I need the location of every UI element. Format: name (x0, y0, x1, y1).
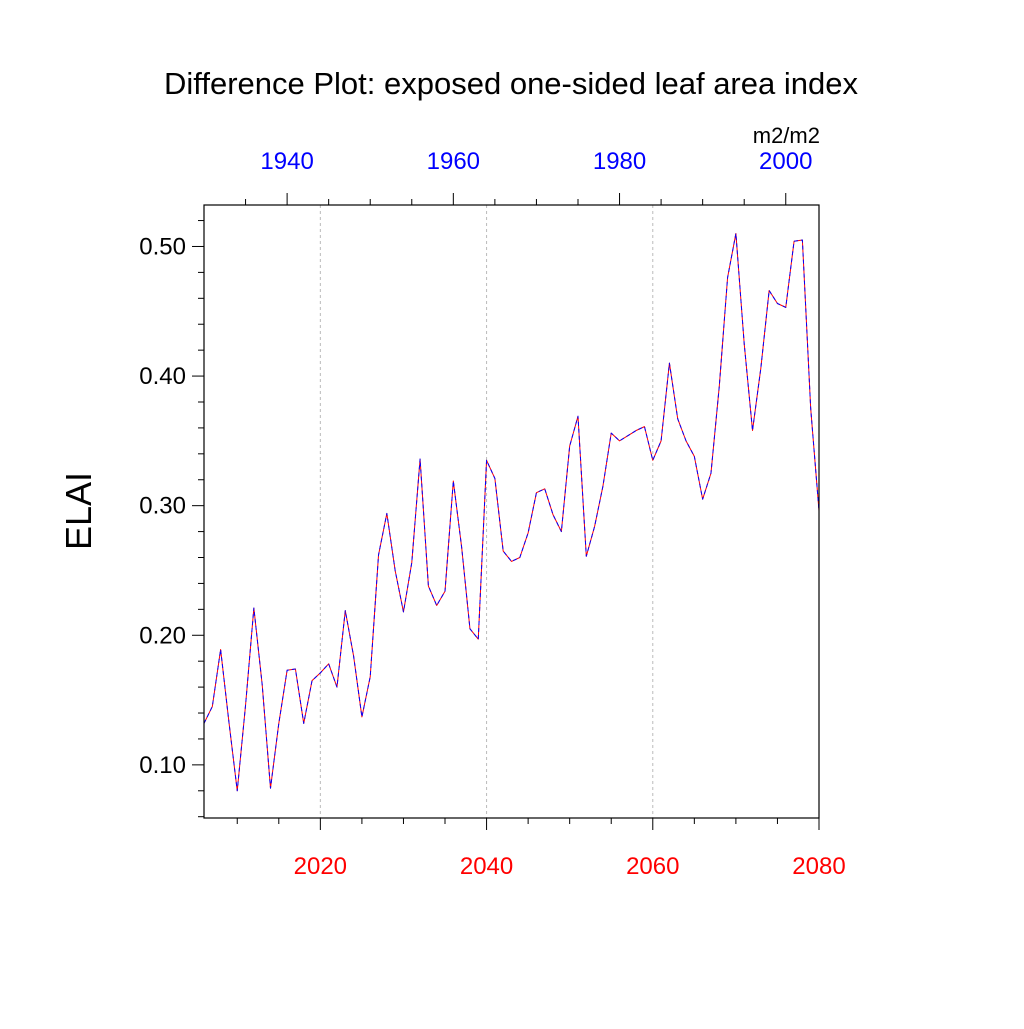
y-tick-label-0.20: 0.20 (139, 622, 186, 649)
series-line-red (203, 233, 820, 792)
y-tick-label-0.10: 0.10 (139, 752, 186, 779)
y-axis-label: ELAI (58, 472, 99, 550)
bottom-tick-label-2020: 2020 (294, 853, 347, 880)
series-layer (203, 233, 820, 792)
y-tick-label-0.50: 0.50 (139, 233, 186, 260)
top-tick-label-1940: 1940 (260, 148, 313, 175)
tick-label-layer: 0.10 0.20 0.30 0.40 0.50 2020 2040 2060 2080 1940… (139, 148, 845, 880)
y-tick-label-0.30: 0.30 (139, 493, 186, 520)
tick-layer (192, 193, 820, 830)
top-tick-label-1980: 1980 (593, 148, 646, 175)
bottom-tick-label-2080: 2080 (792, 853, 845, 880)
bottom-tick-label-2040: 2040 (460, 853, 513, 880)
chart-title: Difference Plot: exposed one-sided leaf … (164, 66, 858, 101)
plot-frame (203, 204, 820, 819)
top-tick-label-2000: 2000 (759, 148, 812, 175)
top-tick-label-1960: 1960 (427, 148, 480, 175)
grid-layer (319, 205, 654, 818)
series-line-blue (203, 233, 820, 792)
y-tick-label-0.40: 0.40 (139, 363, 186, 390)
bottom-tick-label-2060: 2060 (626, 853, 679, 880)
units-label: m2/m2 (753, 123, 820, 148)
